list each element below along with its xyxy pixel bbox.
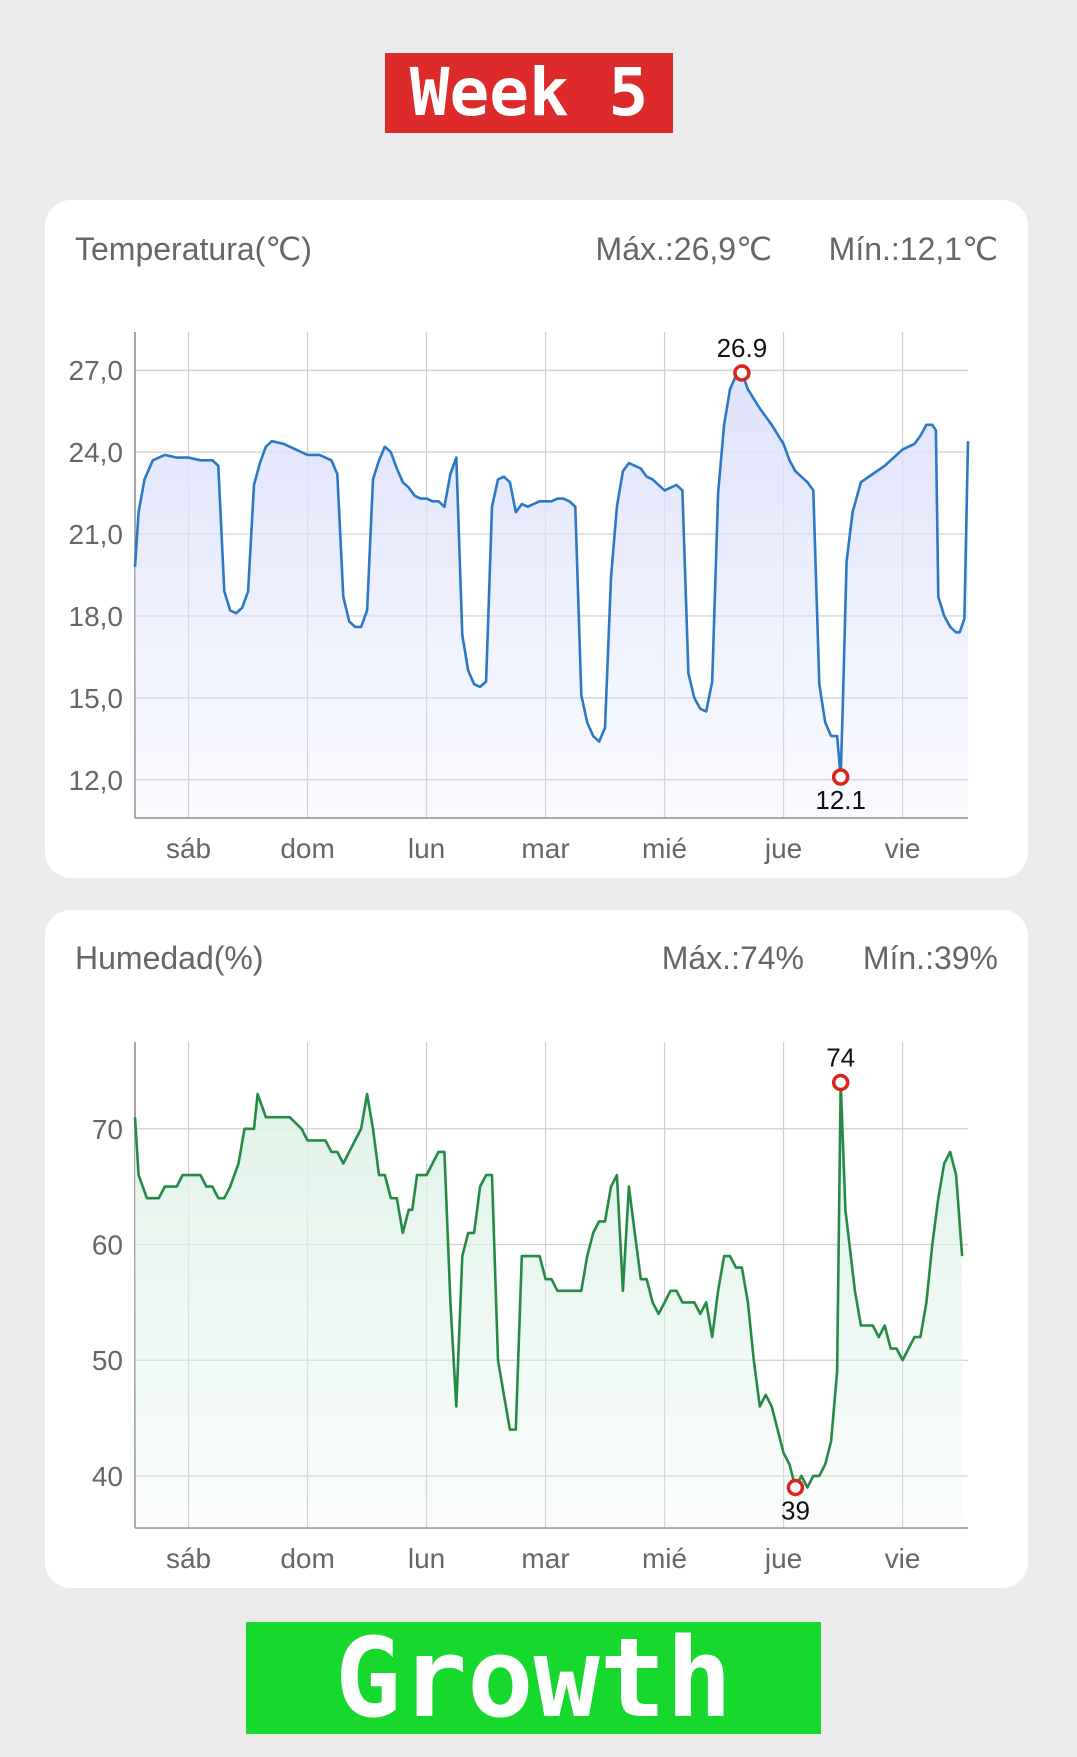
humidity-max-label: Máx.:74% (661, 940, 804, 976)
humidity-chart: 40 50 60 70 sáb dom lun mar mié jue vie 74 39 (92, 1042, 968, 1574)
humidity-x-tick-label: jue (764, 1543, 802, 1574)
humidity-title: Humedad(%) (75, 940, 264, 976)
temperature-title: Temperatura(℃) (75, 231, 312, 267)
temperature-x-tick-label: sáb (166, 833, 211, 864)
humidity-area-fill (135, 1082, 963, 1528)
temperature-x-tick-label: dom (280, 833, 334, 864)
temperature-y-tick-label: 12,0 (69, 765, 124, 796)
humidity-marker-label: 39 (781, 1496, 810, 1526)
temperature-x-tick-label: lun (408, 833, 445, 864)
temperature-x-tick-label: mar (521, 833, 569, 864)
humidity-card: Humedad(%) Máx.:74% Mín.:39% 40 50 60 70 sáb… (45, 910, 1028, 1588)
temperature-marker-label: 26.9 (717, 333, 768, 363)
week-banner: Week 5 (385, 53, 673, 133)
temperature-marker (733, 364, 751, 382)
temperature-x-tick-label: vie (885, 833, 921, 864)
humidity-series-line (133, 1081, 964, 1489)
humidity-y-tick-label: 60 (92, 1230, 123, 1261)
temperature-max-label: Máx.:26,9℃ (595, 231, 772, 267)
temperature-y-tick-label: 18,0 (69, 601, 124, 632)
humidity-marker-label: 74 (826, 1043, 855, 1073)
humidity-x-tick-label: sáb (166, 1543, 211, 1574)
humidity-marker (786, 1478, 805, 1497)
temperature-y-tick-label: 15,0 (69, 683, 124, 714)
temperature-x-tick-label: mié (642, 833, 687, 864)
temperature-y-tick-label: 27,0 (69, 355, 124, 386)
humidity-y-tick-label: 50 (92, 1345, 123, 1376)
humidity-min-label: Mín.:39% (862, 940, 998, 976)
humidity-x-tick-label: dom (280, 1543, 334, 1574)
temperature-marker (831, 768, 850, 786)
temperature-x-tick-label: jue (764, 833, 802, 864)
temperature-area-fill (135, 373, 968, 818)
temperature-min-label: Mín.:12,1℃ (828, 231, 998, 267)
temperature-marker-label: 12.1 (815, 785, 866, 815)
humidity-x-tick-label: mar (521, 1543, 569, 1574)
humidity-x-tick-label: vie (885, 1543, 921, 1574)
temperature-chart: 12,0 15,0 18,0 21,0 24,0 27,0 sáb dom lun mar mié j… (69, 332, 970, 864)
humidity-y-tick-label: 70 (92, 1114, 123, 1145)
temperature-card: Temperatura(℃) Máx.:26,9℃ Mín.:12,1℃ 12,… (45, 200, 1028, 878)
temperature-y-tick-label: 24,0 (69, 437, 124, 468)
humidity-marker (831, 1073, 850, 1092)
humidity-x-tick-label: mié (642, 1543, 687, 1574)
temperature-series-line (133, 371, 970, 779)
humidity-y-tick-label: 40 (92, 1461, 123, 1492)
growth-banner: Growth (246, 1622, 821, 1734)
humidity-x-tick-label: lun (408, 1543, 445, 1574)
temperature-y-tick-label: 21,0 (69, 519, 124, 550)
